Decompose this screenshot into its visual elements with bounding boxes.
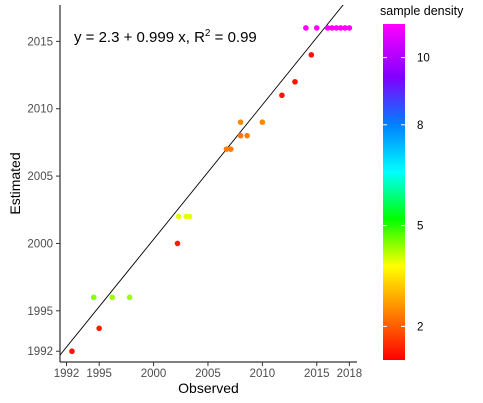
data-point xyxy=(244,132,250,139)
data-point xyxy=(308,52,315,58)
y-tick-label: 1992 xyxy=(27,346,53,358)
legend: sample density 2 5 8 10 xyxy=(380,4,464,360)
x-tick-label: 1995 xyxy=(86,368,112,380)
data-point xyxy=(333,25,340,31)
data-point xyxy=(96,325,102,332)
legend-ticks: 2 5 8 10 xyxy=(383,53,430,333)
x-tick-label: 2010 xyxy=(250,368,276,380)
y-axis-ticks: 1992 1995 2000 2005 2010 2015 xyxy=(27,36,60,358)
data-point xyxy=(346,25,353,31)
data-point xyxy=(329,25,335,31)
x-tick-label: 2018 xyxy=(337,368,363,380)
legend-title: sample density xyxy=(380,4,464,18)
legend-colorbar xyxy=(383,24,405,360)
data-point xyxy=(279,92,285,99)
x-tick-label: 2000 xyxy=(141,368,167,380)
y-tick-label: 2005 xyxy=(27,171,53,183)
y-tick-label: 2000 xyxy=(27,238,53,250)
data-point xyxy=(223,146,230,152)
y-tick-label: 2010 xyxy=(27,104,53,116)
plot-panel xyxy=(60,5,357,362)
data-point xyxy=(175,213,182,220)
data-point xyxy=(228,146,234,152)
x-tick-label: 2015 xyxy=(304,368,330,380)
regression-line xyxy=(60,5,344,356)
x-tick-label: 2005 xyxy=(195,368,221,380)
y-axis-title: Estimated xyxy=(7,152,23,214)
data-point xyxy=(313,25,320,31)
data-point xyxy=(337,25,344,31)
data-point xyxy=(126,294,133,301)
legend-tick-label: 8 xyxy=(417,120,423,132)
data-point xyxy=(69,348,75,355)
equation-superscript: 2 xyxy=(205,28,211,39)
data-points xyxy=(69,25,353,355)
x-axis-title: Observed xyxy=(178,380,239,396)
data-point xyxy=(174,240,181,247)
data-point xyxy=(186,213,193,220)
legend-tick-label: 10 xyxy=(417,53,430,65)
data-point xyxy=(259,119,266,126)
data-point xyxy=(324,25,331,31)
data-point xyxy=(237,119,244,126)
equation-suffix: = 0.99 xyxy=(210,29,256,46)
x-axis-ticks: 1992 1995 2000 2005 2010 2015 2018 xyxy=(54,362,362,380)
data-point xyxy=(109,294,116,301)
y-tick-label: 2015 xyxy=(27,36,53,48)
legend-tick-label: 5 xyxy=(417,221,423,233)
legend-tick-label: 2 xyxy=(417,321,423,333)
data-point xyxy=(292,78,298,85)
y-tick-label: 1995 xyxy=(27,306,53,318)
data-point xyxy=(303,25,309,31)
data-point xyxy=(342,25,348,31)
regression-equation: y = 2.3 + 0.999 x, R2 = 0.99 xyxy=(74,28,257,46)
equation-prefix: y = 2.3 + 0.999 x, R xyxy=(74,29,205,46)
data-point xyxy=(90,294,97,301)
x-tick-label: 1992 xyxy=(54,368,80,380)
data-point xyxy=(237,132,244,139)
